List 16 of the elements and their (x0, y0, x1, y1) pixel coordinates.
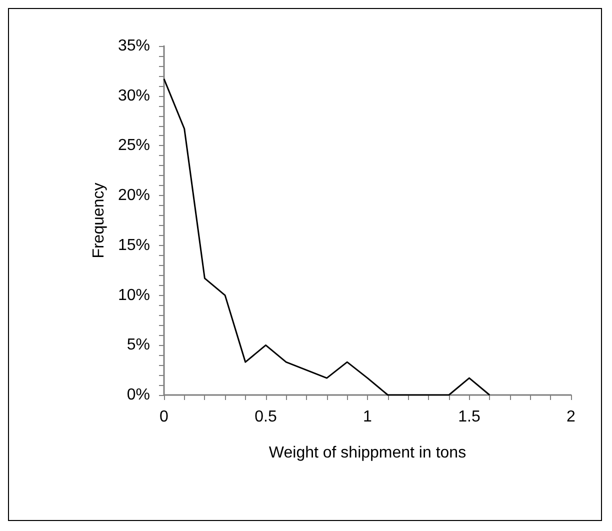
y-tick-label: 20% (118, 187, 150, 204)
x-axis-title: Weight of shippment in tons (268, 444, 466, 462)
y-tick-label: 10% (118, 286, 150, 304)
x-tick-label: 2 (566, 408, 576, 426)
x-tick-label: 0.5 (254, 408, 277, 426)
y-tick-label: 35% (118, 38, 150, 54)
line-series (163, 78, 490, 396)
y-axis-title: Frequency (90, 182, 108, 258)
y-tick-label: 25% (118, 137, 150, 154)
y-tick-label: 0% (126, 386, 150, 404)
y-tick-label: 5% (126, 336, 150, 354)
x-tick-label: 1.5 (458, 408, 480, 426)
y-tick-label: 30% (118, 87, 150, 104)
x-tick-label: 1 (363, 408, 372, 426)
y-tick-label: 15% (118, 236, 150, 254)
x-tick-label: 0 (160, 408, 169, 426)
